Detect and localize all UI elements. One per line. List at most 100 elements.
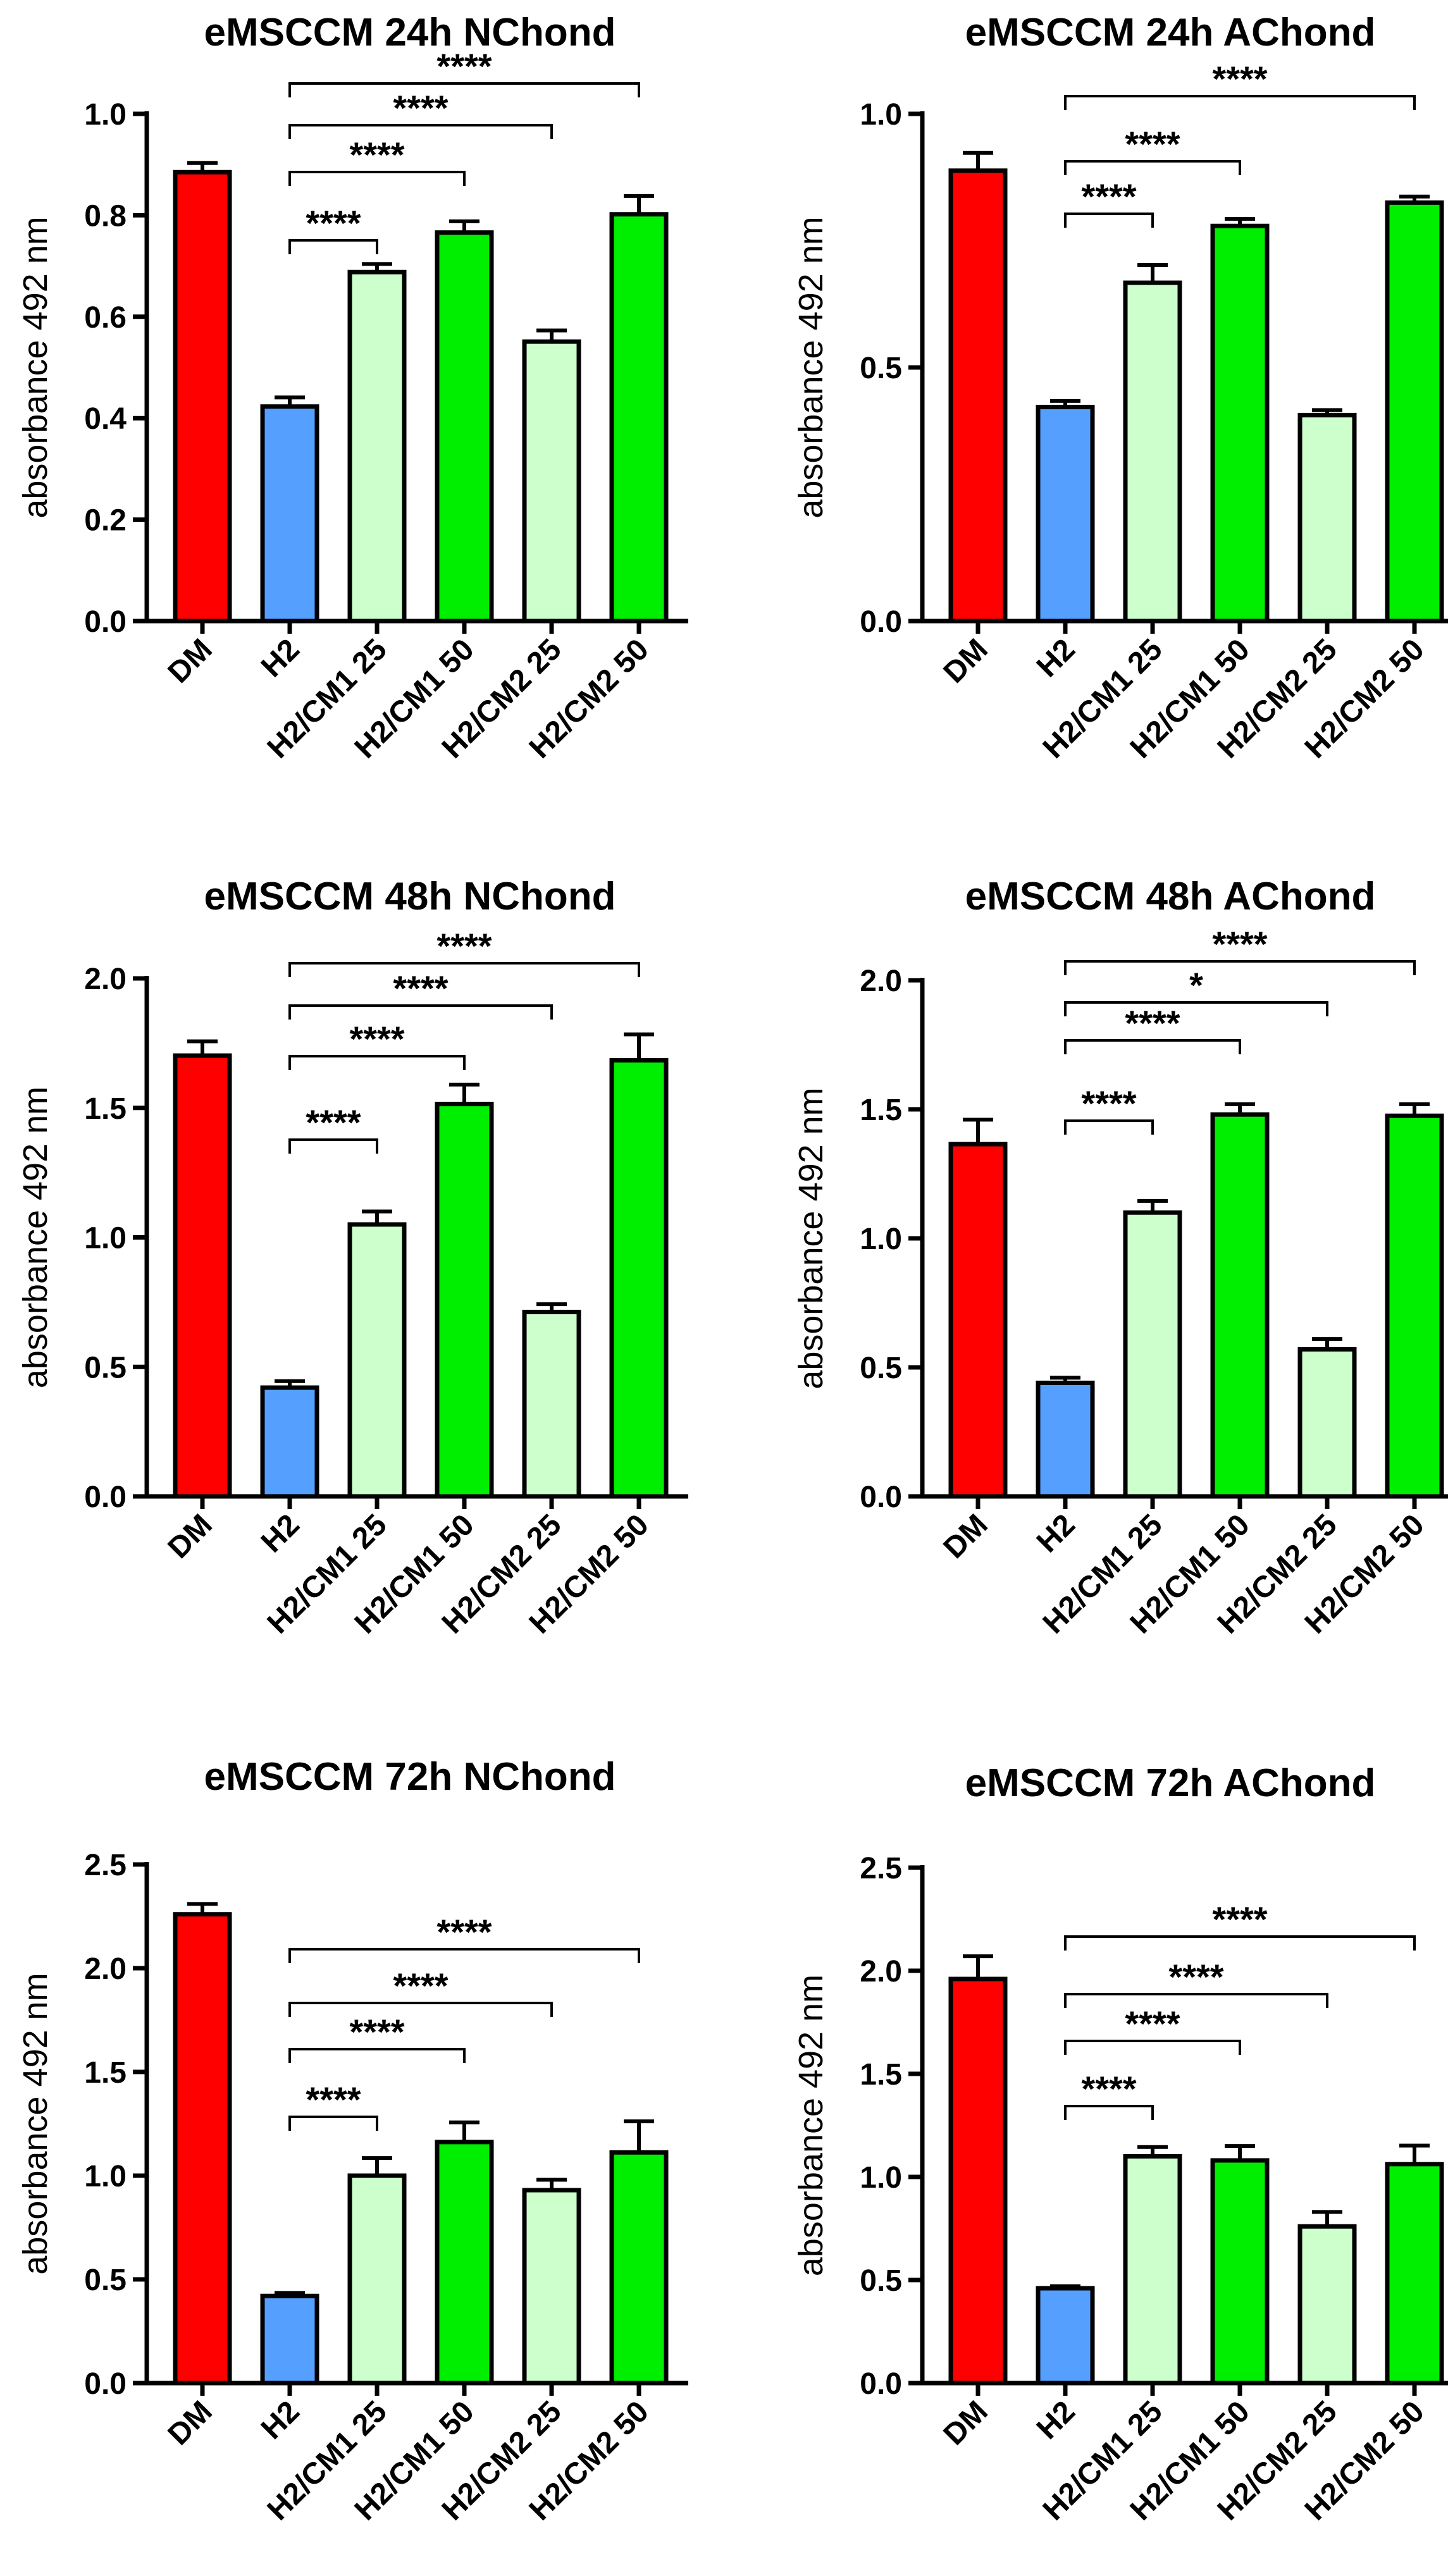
y-tick-label: 0.5 (860, 2264, 902, 2298)
significance-bracket (1064, 1001, 1328, 1016)
significance-bracket (288, 2048, 466, 2063)
bar-h2 (1036, 1380, 1095, 1499)
chart-panel-3: eMSCCM 48h NChond absorbance 492 nm 0.0 0.5… (16, 875, 688, 1640)
significance-label: **** (1212, 1899, 1267, 1939)
chart-title: eMSCCM 24h NChond (204, 11, 616, 54)
significance-bracket (288, 1004, 553, 1020)
bar-h2-cm1-50 (435, 2140, 494, 2386)
y-tick-label: 0.4 (84, 402, 127, 436)
y-axis-label: absorbance 492 nm (792, 1087, 830, 1389)
bar-h2-cm1-50 (435, 1102, 494, 1499)
y-tick-label: 0.0 (84, 2367, 127, 2401)
chart-panel-1: eMSCCM 24h NChond absorbance 492 nm 0.0 0.2… (16, 11, 688, 765)
bar-h2-cm1-50 (1210, 2158, 1270, 2386)
bar-dm (948, 1976, 1008, 2386)
bar-h2-cm2-25 (1297, 412, 1357, 624)
y-tick-label: 0.6 (84, 301, 127, 335)
chart-panel-4: eMSCCM 48h AChond absorbance 492 nm 0.0 0.5… (792, 875, 1448, 1640)
chart-title: eMSCCM 48h NChond (204, 875, 616, 918)
bar-h2 (1036, 2286, 1095, 2386)
significance-label: **** (393, 1966, 448, 2006)
significance-bracket (1064, 213, 1154, 228)
y-axis-label: absorbance 492 nm (792, 216, 830, 518)
significance-bracket (1064, 2040, 1241, 2055)
bar-h2-cm2-50 (609, 1057, 669, 1499)
chart-panel-2: eMSCCM 24h AChond absorbance 492 nm 0.0 0.5… (792, 11, 1448, 765)
bar-h2-cm1-25 (1123, 280, 1182, 624)
significance-bracket (288, 2002, 553, 2017)
chart-title: eMSCCM 24h AChond (965, 11, 1376, 54)
significance-bracket (288, 82, 640, 97)
y-tick-label: 0.5 (84, 2264, 127, 2297)
bar-h2-cm1-25 (347, 1222, 407, 1499)
significance-bracket (288, 2116, 378, 2131)
x-tick-label: DM (937, 632, 994, 689)
significance-bracket (1064, 1993, 1328, 2008)
significance-bracket (288, 1055, 466, 1070)
bar-h2-cm1-25 (1123, 1210, 1182, 1499)
significance-label: **** (1125, 124, 1180, 164)
bar-h2-cm1-25 (347, 2173, 407, 2386)
bar-h2 (1036, 405, 1095, 624)
y-tick-label: 0.0 (860, 2367, 902, 2401)
bar-dm (173, 1912, 232, 2386)
y-tick-label: 2.0 (84, 1952, 127, 1986)
y-tick-label: 1.0 (84, 2160, 127, 2193)
significance-label: **** (349, 2012, 404, 2052)
bar-h2-cm2-25 (522, 339, 581, 624)
x-tick-label: H2 (1030, 632, 1082, 684)
bar-h2 (260, 2293, 319, 2386)
significance-label: **** (349, 135, 404, 175)
bar-h2 (260, 404, 319, 624)
significance-label: **** (436, 926, 492, 966)
y-tick-label: 1.5 (860, 2058, 902, 2092)
bar-h2-cm2-50 (1385, 1113, 1444, 1499)
significance-label: **** (1212, 924, 1267, 964)
significance-bracket (288, 1138, 378, 1154)
y-tick-label: 0.5 (860, 1352, 902, 1385)
y-tick-label: 2.0 (84, 963, 127, 996)
significance-label: **** (436, 46, 492, 86)
chart-panel-5: eMSCCM 72h NChond absorbance 492 nm 0.0 0.5… (16, 1755, 688, 2527)
bar-dm (948, 168, 1008, 624)
bar-dm (173, 169, 232, 624)
x-tick-label: DM (162, 1508, 219, 1565)
bar-h2-cm2-25 (1297, 1347, 1357, 1499)
x-tick-label: DM (162, 632, 219, 689)
y-axis-label: absorbance 492 nm (792, 1975, 830, 2276)
significance-bracket (288, 171, 466, 186)
y-tick-label: 0.2 (84, 504, 127, 538)
significance-label: **** (306, 1102, 361, 1142)
significance-label: **** (1081, 2069, 1136, 2109)
y-tick-label: 0.0 (84, 1481, 127, 1514)
y-tick-label: 0.5 (84, 1351, 127, 1384)
significance-bracket (1064, 95, 1416, 110)
y-tick-label: 0.8 (84, 199, 127, 233)
x-tick-label: H2 (255, 632, 306, 684)
bar-h2-cm2-25 (522, 2188, 581, 2386)
y-tick-label: 0.0 (860, 1481, 902, 1514)
bar-dm (948, 1142, 1008, 1499)
significance-bracket (288, 239, 378, 254)
bar-h2-cm2-50 (1385, 200, 1444, 624)
x-tick-label: H2 (1030, 1508, 1082, 1559)
significance-label: **** (1081, 176, 1136, 216)
y-tick-label: 1.5 (860, 1094, 902, 1127)
bar-h2-cm1-25 (1123, 2154, 1182, 2386)
significance-bracket (1064, 160, 1241, 175)
significance-bracket (288, 1948, 640, 1963)
bar-h2-cm1-25 (347, 269, 407, 624)
significance-label: **** (1081, 1083, 1136, 1123)
chart-title: eMSCCM 48h AChond (965, 875, 1376, 918)
x-tick-label: H2 (255, 1508, 306, 1559)
significance-bracket (288, 962, 640, 977)
y-tick-label: 1.5 (84, 2056, 127, 2090)
significance-label: **** (1168, 1957, 1223, 1997)
y-tick-label: 2.5 (84, 1849, 127, 1882)
significance-label: **** (1125, 1003, 1180, 1043)
y-axis-label: absorbance 492 nm (16, 216, 54, 518)
y-tick-label: 2.5 (860, 1852, 902, 1885)
y-tick-label: 1.0 (84, 98, 127, 132)
y-axis-label: absorbance 492 nm (16, 1087, 54, 1388)
